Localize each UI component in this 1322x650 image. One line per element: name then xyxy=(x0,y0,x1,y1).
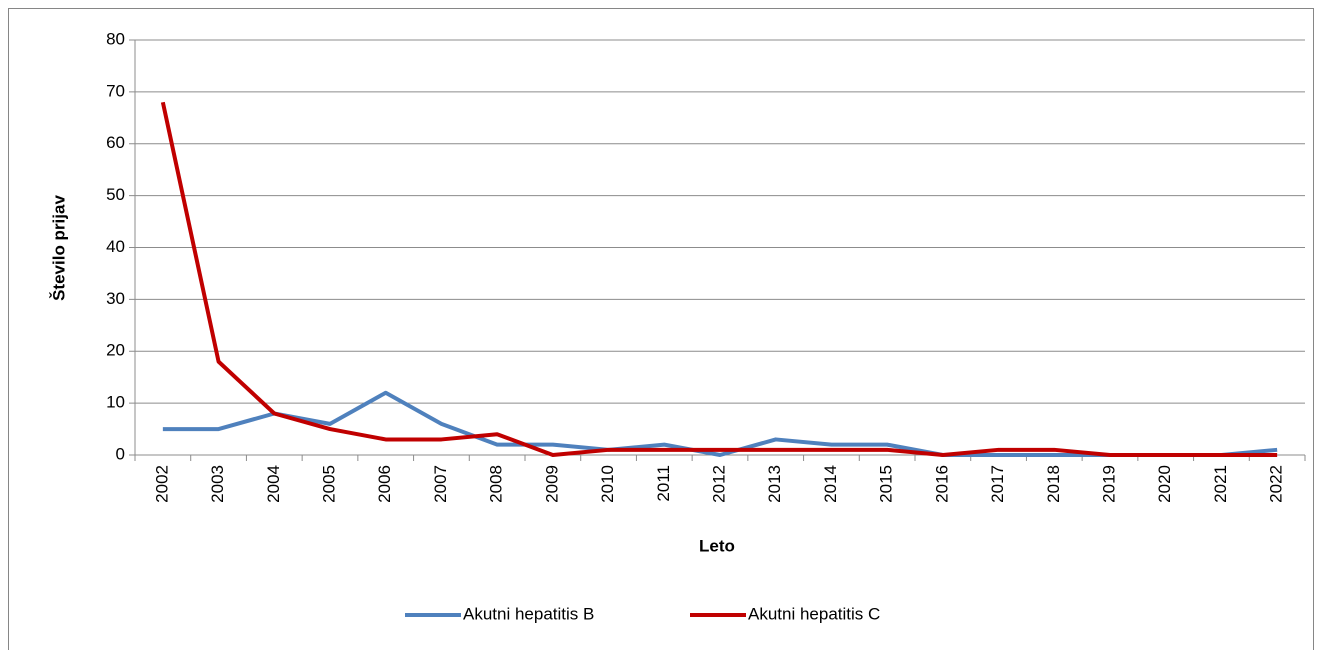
x-tick-label: 2016 xyxy=(932,465,951,503)
y-axis-title: Število prijav xyxy=(49,195,68,301)
y-tick-label: 70 xyxy=(106,81,125,100)
chart-frame xyxy=(8,8,1314,650)
x-tick-label: 2018 xyxy=(1044,465,1063,503)
legend-label: Akutni hepatitis C xyxy=(748,604,880,623)
x-tick-label: 2009 xyxy=(542,465,561,503)
y-tick-label: 50 xyxy=(106,185,125,204)
x-tick-label: 2010 xyxy=(598,465,617,503)
x-tick-label: 2011 xyxy=(654,465,673,502)
y-tick-label: 60 xyxy=(106,133,125,152)
x-tick-label: 2017 xyxy=(988,465,1007,503)
x-tick-label: 2014 xyxy=(821,465,840,503)
x-tick-label: 2022 xyxy=(1267,465,1286,503)
series-line xyxy=(160,101,1278,457)
x-tick-label: 2008 xyxy=(487,465,506,503)
x-tick-label: 2007 xyxy=(431,465,450,503)
legend-label: Akutni hepatitis B xyxy=(463,604,594,623)
y-tick-label: 40 xyxy=(106,237,125,256)
x-tick-label: 2020 xyxy=(1155,465,1174,503)
x-tick-label: 2019 xyxy=(1099,465,1118,503)
x-tick-label: 2012 xyxy=(709,465,728,503)
x-axis-title: Leto xyxy=(699,536,735,555)
x-tick-label: 2021 xyxy=(1211,465,1230,503)
x-tick-label: 2004 xyxy=(264,465,283,503)
y-tick-label: 0 xyxy=(116,444,125,463)
x-tick-label: 2013 xyxy=(765,465,784,503)
y-tick-label: 80 xyxy=(106,29,125,48)
x-tick-label: 2003 xyxy=(208,465,227,503)
y-tick-label: 10 xyxy=(106,393,125,412)
x-tick-label: 2002 xyxy=(152,465,171,503)
x-tick-label: 2015 xyxy=(877,465,896,503)
x-tick-label: 2006 xyxy=(375,465,394,503)
y-tick-label: 20 xyxy=(106,341,125,360)
y-tick-label: 30 xyxy=(106,289,125,308)
x-tick-label: 2005 xyxy=(319,465,338,503)
